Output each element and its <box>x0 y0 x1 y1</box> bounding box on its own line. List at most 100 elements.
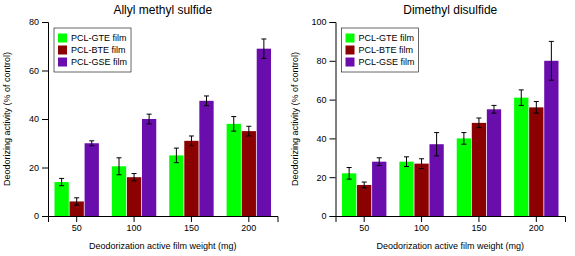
tick: 100 <box>414 216 429 233</box>
axis-line <box>330 23 337 217</box>
error-cap <box>132 173 137 174</box>
error-cap <box>419 158 424 159</box>
error-cap <box>534 101 539 102</box>
tick-mark <box>42 22 48 23</box>
legend-swatch <box>346 34 355 43</box>
legend-swatch <box>58 46 67 55</box>
bar <box>257 49 271 216</box>
legend-item: PCL-GSE film <box>346 57 415 67</box>
error-cap <box>174 162 179 163</box>
error-cap <box>377 157 382 158</box>
tick: 60 <box>29 66 48 76</box>
tick: 40 <box>316 134 335 144</box>
error-cap <box>89 140 94 141</box>
error-cap <box>519 105 524 106</box>
figure: 02040608050100150200Allyl methyl sulfide… <box>0 0 575 256</box>
error-cap <box>549 80 554 81</box>
error-cap <box>434 155 439 156</box>
tick-mark <box>536 216 537 222</box>
bar <box>544 61 558 216</box>
error-cap <box>461 144 466 145</box>
axis-line <box>42 23 49 217</box>
bar <box>54 182 68 216</box>
bar <box>227 124 241 216</box>
error-bar <box>379 158 380 166</box>
tick: 20 <box>316 173 335 183</box>
y-axis: 020406080100 <box>311 17 336 221</box>
error-cap <box>434 132 439 133</box>
tick-mark <box>421 216 422 222</box>
error-bar <box>263 39 264 58</box>
error-cap <box>362 187 367 188</box>
tick-mark <box>191 216 192 222</box>
bar <box>342 173 356 216</box>
error-cap <box>476 118 481 119</box>
bar-series <box>357 107 543 216</box>
error-bar <box>421 159 422 169</box>
legend-swatch <box>58 58 67 67</box>
error-cap <box>147 114 152 115</box>
error-cap <box>204 105 209 106</box>
tick-mark <box>42 216 48 217</box>
error-cap <box>549 41 554 42</box>
error-bar <box>149 114 150 124</box>
error-bar <box>493 105 494 113</box>
plot-area <box>54 39 271 216</box>
legend-label: PCL-GTE film <box>71 33 127 43</box>
error-cap <box>362 182 367 183</box>
error-bar <box>349 168 350 180</box>
legend-item: PCL-BTE film <box>58 45 126 55</box>
tick-mark <box>330 61 336 62</box>
error-bar <box>478 118 479 128</box>
bar <box>127 177 141 216</box>
tick: 150 <box>471 216 486 233</box>
tick-label: 40 <box>29 114 39 124</box>
tick: 0 <box>321 211 335 221</box>
error-cap <box>491 113 496 114</box>
tick-mark <box>42 119 48 120</box>
tick-label: 20 <box>29 163 39 173</box>
error-bar <box>248 126 249 136</box>
error-bars <box>74 126 251 205</box>
tick-label: 200 <box>241 223 256 233</box>
tick-label: 150 <box>471 223 486 233</box>
bar-series <box>372 61 558 216</box>
legend-item: PCL-GTE film <box>58 33 127 43</box>
tick-mark <box>330 138 336 139</box>
tick-label: 50 <box>359 223 369 233</box>
error-cap <box>174 148 179 149</box>
bar <box>514 98 528 216</box>
x-axis-title: Deodorization active film weight (mg) <box>376 241 524 251</box>
tick-label: 100 <box>414 223 429 233</box>
error-cap <box>74 205 79 206</box>
error-cap <box>246 126 251 127</box>
legend-item: PCL-GSE film <box>58 57 127 67</box>
tick-label: 50 <box>72 223 82 233</box>
legend-label: PCL-BTE film <box>359 45 414 55</box>
bar <box>357 185 371 216</box>
y-axis: 020406080 <box>29 17 49 221</box>
tick-label: 150 <box>184 223 199 233</box>
error-cap <box>117 174 122 175</box>
tick: 50 <box>359 216 369 233</box>
title: Dimethyl disulfide <box>403 3 497 17</box>
error-cap <box>132 180 137 181</box>
bar-series <box>70 131 256 216</box>
legend-swatch <box>346 46 355 55</box>
error-bar <box>233 117 234 132</box>
error-bar <box>364 182 365 188</box>
bar <box>169 155 183 216</box>
error-cap <box>404 156 409 157</box>
bar-series <box>342 98 528 216</box>
tick: 0 <box>34 211 48 221</box>
error-cap <box>476 127 481 128</box>
legend-frame <box>342 28 419 72</box>
tick-label: 0 <box>34 211 39 221</box>
error-cap <box>261 38 266 39</box>
tick-mark <box>330 177 336 178</box>
title: Allyl methyl sulfide <box>113 3 212 17</box>
tick-label: 60 <box>29 66 39 76</box>
error-cap <box>519 89 524 90</box>
error-cap <box>189 145 194 146</box>
error-cap <box>491 105 496 106</box>
